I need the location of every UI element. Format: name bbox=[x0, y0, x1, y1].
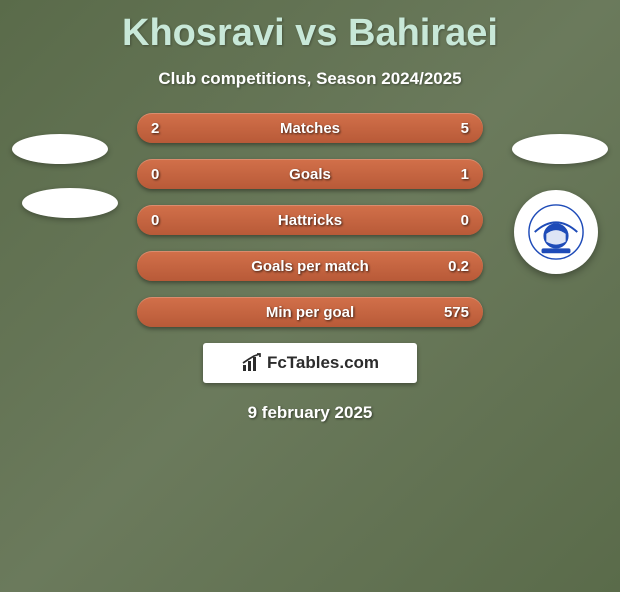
left-avatar-2 bbox=[22, 188, 118, 218]
page-title: Khosravi vs Bahiraei bbox=[0, 12, 620, 55]
stat-right-value: 0 bbox=[439, 212, 469, 229]
stat-label: Goals bbox=[181, 166, 439, 183]
club-badge-icon bbox=[527, 203, 585, 261]
stat-label: Hattricks bbox=[181, 212, 439, 229]
brand-label: FcTables.com bbox=[267, 353, 379, 373]
club-badge bbox=[514, 190, 598, 274]
stat-row-min-per-goal: Min per goal 575 bbox=[137, 297, 483, 327]
stat-row-goals-per-match: Goals per match 0.2 bbox=[137, 251, 483, 281]
chart-icon bbox=[241, 353, 263, 373]
right-avatar-1 bbox=[512, 134, 608, 164]
stat-left-value: 0 bbox=[151, 166, 181, 183]
stat-right-value: 0.2 bbox=[439, 258, 469, 275]
stats-container: 2 Matches 5 0 Goals 1 0 Hattricks 0 Goal… bbox=[137, 113, 483, 327]
brand-box[interactable]: FcTables.com bbox=[203, 343, 417, 383]
left-avatar-1 bbox=[12, 134, 108, 164]
subtitle: Club competitions, Season 2024/2025 bbox=[0, 69, 620, 89]
stat-label: Min per goal bbox=[181, 304, 439, 321]
stat-right-value: 1 bbox=[439, 166, 469, 183]
stat-left-value: 0 bbox=[151, 212, 181, 229]
stat-right-value: 5 bbox=[439, 120, 469, 137]
stat-row-goals: 0 Goals 1 bbox=[137, 159, 483, 189]
stat-row-hattricks: 0 Hattricks 0 bbox=[137, 205, 483, 235]
stat-label: Matches bbox=[181, 120, 439, 137]
stat-right-value: 575 bbox=[439, 304, 469, 321]
stat-left-value: 2 bbox=[151, 120, 181, 137]
stat-row-matches: 2 Matches 5 bbox=[137, 113, 483, 143]
stat-label: Goals per match bbox=[181, 258, 439, 275]
date-label: 9 february 2025 bbox=[0, 403, 620, 423]
